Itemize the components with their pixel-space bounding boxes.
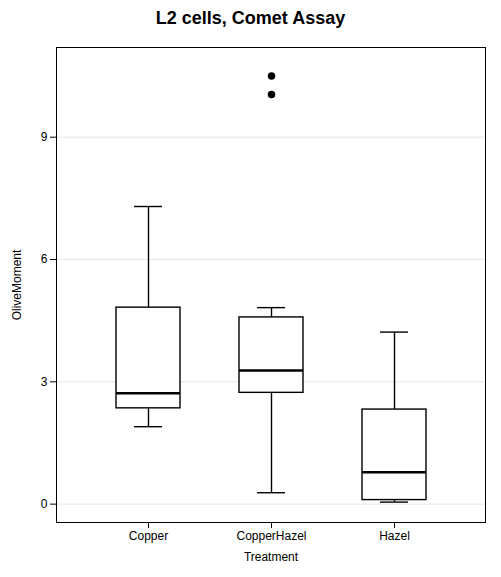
svg-text:3: 3 (41, 375, 48, 389)
svg-text:Hazel: Hazel (379, 529, 410, 543)
svg-text:CopperHazel: CopperHazel (236, 529, 306, 543)
svg-text:9: 9 (41, 130, 48, 144)
html-text:L2 cells, Comet Assay: L2 cells, Comet Assay (155, 8, 346, 28)
svg-text:Copper: Copper (129, 529, 168, 543)
svg-text:Treatment: Treatment (244, 550, 299, 564)
svg-text:OliveMoment: OliveMoment (10, 249, 24, 320)
svg-text:6: 6 (41, 252, 48, 266)
svg-text:0: 0 (41, 497, 48, 511)
